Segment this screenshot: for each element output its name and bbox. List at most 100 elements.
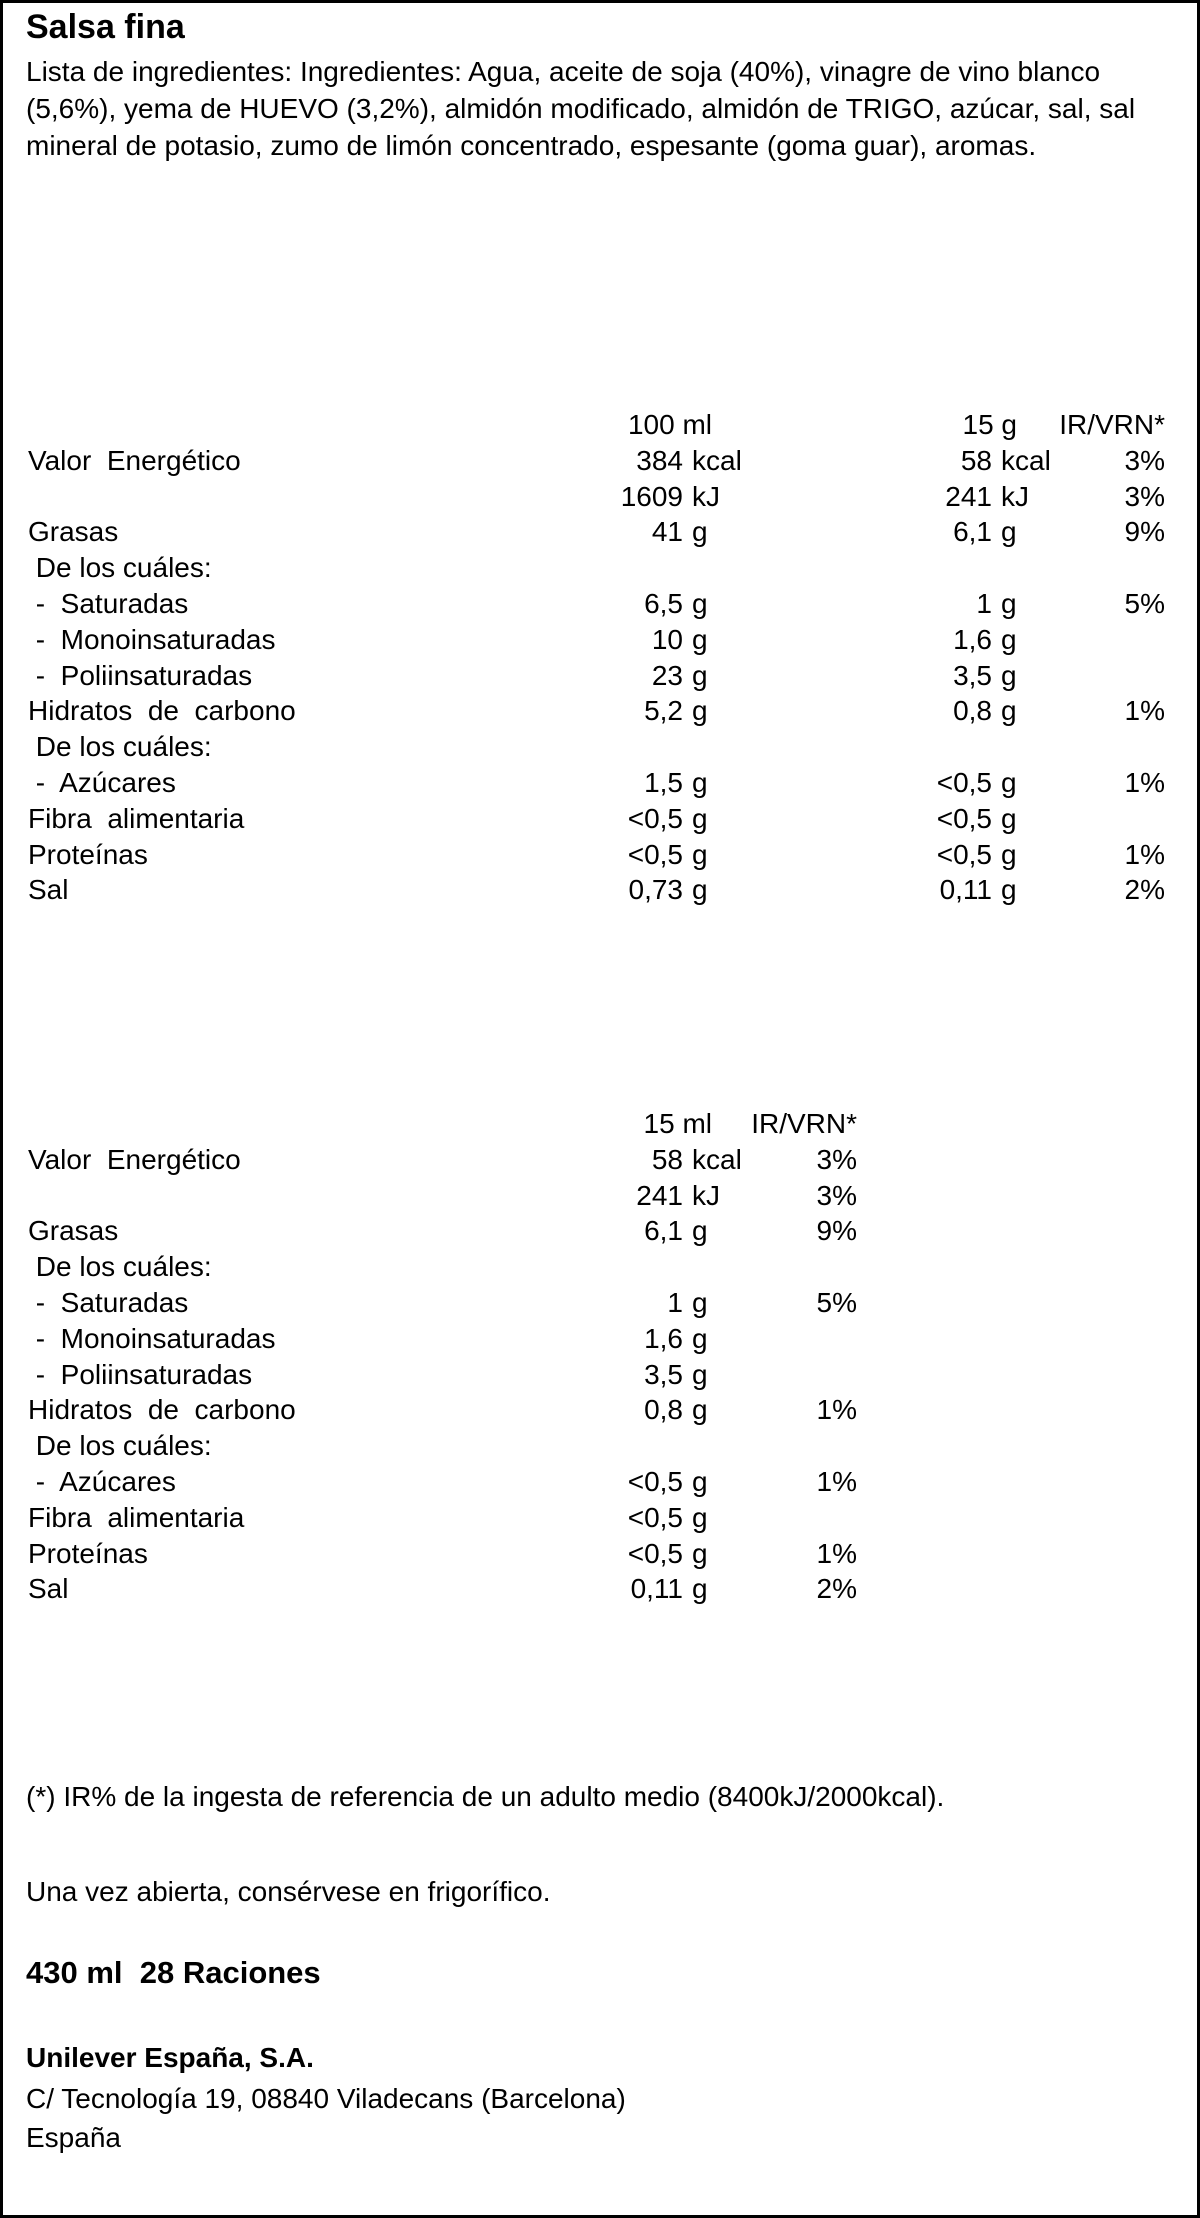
- row-label: Sal: [28, 1573, 69, 1605]
- unit: g: [692, 874, 708, 906]
- row-label: - Saturadas: [28, 1287, 189, 1318]
- footnote: (*) IR% de la ingesta de referencia de u…: [26, 1781, 945, 1812]
- column-header: IR/VRN*: [751, 1108, 857, 1139]
- company-country: España: [26, 2122, 121, 2153]
- unit: g: [1001, 588, 1017, 619]
- ir-value: 3%: [816, 1143, 857, 1175]
- value: 58: [651, 1143, 683, 1175]
- storage: Una vez abierta, consérvese en frigorífi…: [26, 1876, 551, 1907]
- column-header: 100 ml: [627, 409, 712, 440]
- ir-value: 3%: [1124, 480, 1165, 512]
- company-name: Unilever España, S.A.: [26, 2042, 314, 2073]
- value: 1,6: [953, 623, 992, 655]
- unit: g: [692, 1358, 708, 1390]
- unit: kcal: [1001, 444, 1051, 476]
- unit: g: [692, 623, 708, 655]
- ir-value: 1%: [1124, 767, 1165, 798]
- unit: g: [1001, 874, 1017, 906]
- unit: g: [1001, 802, 1017, 834]
- ir-value: 1%: [816, 1466, 857, 1497]
- unit: g: [1001, 838, 1017, 870]
- value: 6,1: [644, 1215, 683, 1247]
- value: 1609: [620, 480, 683, 512]
- ingredients: Lista de ingredientes: Ingredientes: Agu…: [26, 56, 1136, 161]
- value: 1,6: [644, 1322, 683, 1354]
- ir-value: 5%: [1124, 588, 1165, 619]
- value: 0,11: [630, 1573, 683, 1605]
- value: 23: [651, 659, 683, 691]
- value: <0,5: [627, 838, 683, 870]
- value: 0,11: [939, 874, 992, 906]
- row-label: - Poliinsaturadas: [28, 1358, 253, 1390]
- row-label: Hidratos de carbono: [28, 1394, 296, 1426]
- value: <0,5: [936, 838, 992, 870]
- row-label: - Monoinsaturadas: [28, 1322, 276, 1354]
- unit: g: [692, 1287, 708, 1318]
- ir-value: 2%: [1124, 874, 1165, 906]
- ir-value: 1%: [816, 1537, 857, 1569]
- row-label: Fibra alimentaria: [28, 1501, 245, 1533]
- value: 1,5: [644, 767, 683, 798]
- column-header: 15 g: [962, 409, 1018, 440]
- unit: g: [692, 516, 708, 548]
- value: 0,8: [953, 695, 992, 727]
- row-label: Grasas: [28, 1215, 119, 1247]
- row-label: Fibra alimentaria: [28, 802, 245, 834]
- row-label: - Azúcares: [28, 767, 176, 798]
- quantity: 430 ml 28 Raciones: [26, 1955, 321, 1990]
- value: <0,5: [627, 802, 683, 834]
- unit: g: [1001, 767, 1017, 798]
- unit: g: [1001, 695, 1017, 727]
- value: 5,2: [644, 695, 683, 727]
- row-label: Grasas: [28, 516, 119, 548]
- row-label: De los cuáles:: [28, 1430, 212, 1462]
- row-label: Sal: [28, 874, 69, 906]
- value: 1: [667, 1287, 683, 1318]
- row-label: - Azúcares: [28, 1466, 176, 1497]
- ir-value: 1%: [816, 1394, 857, 1426]
- unit: g: [692, 1466, 708, 1497]
- value: 3,5: [953, 659, 992, 691]
- value: <0,5: [936, 767, 992, 798]
- value: 10: [651, 623, 683, 655]
- row-label: De los cuáles:: [28, 552, 212, 584]
- value: 41: [651, 516, 683, 548]
- value: 241: [636, 1179, 683, 1211]
- unit: g: [692, 802, 708, 834]
- unit: kcal: [692, 1143, 742, 1175]
- row-label: Proteínas: [28, 838, 148, 870]
- column-header: IR/VRN*: [1059, 409, 1165, 440]
- unit: g: [1001, 659, 1017, 691]
- unit: g: [1001, 516, 1017, 548]
- row-label: - Saturadas: [28, 588, 189, 619]
- row-label: - Poliinsaturadas: [28, 659, 253, 691]
- unit: g: [692, 1501, 708, 1533]
- row-label: Valor Energético: [28, 444, 241, 476]
- ir-value: 3%: [1124, 444, 1165, 476]
- unit: g: [692, 1322, 708, 1354]
- ir-value: 5%: [816, 1287, 857, 1318]
- ir-value: 2%: [816, 1573, 857, 1605]
- value: 0,8: [644, 1394, 683, 1426]
- unit: g: [1001, 623, 1017, 655]
- row-label: Valor Energético: [28, 1143, 241, 1175]
- value: <0,5: [627, 1466, 683, 1497]
- title: Salsa fina: [26, 8, 185, 46]
- unit: g: [692, 588, 708, 619]
- value: <0,5: [627, 1537, 683, 1569]
- value: 241: [945, 480, 992, 512]
- unit: kJ: [692, 1179, 720, 1211]
- ir-value: 9%: [1124, 516, 1165, 548]
- unit: kcal: [692, 444, 742, 476]
- value: 6,5: [644, 588, 683, 619]
- value: 58: [960, 444, 992, 476]
- value: 0,73: [628, 874, 684, 906]
- ir-value: 1%: [1124, 695, 1165, 727]
- row-label: De los cuáles:: [28, 1251, 212, 1283]
- value: 6,1: [953, 516, 992, 548]
- ir-value: 1%: [1124, 838, 1165, 870]
- unit: g: [692, 695, 708, 727]
- value: <0,5: [936, 802, 992, 834]
- value: <0,5: [627, 1501, 683, 1533]
